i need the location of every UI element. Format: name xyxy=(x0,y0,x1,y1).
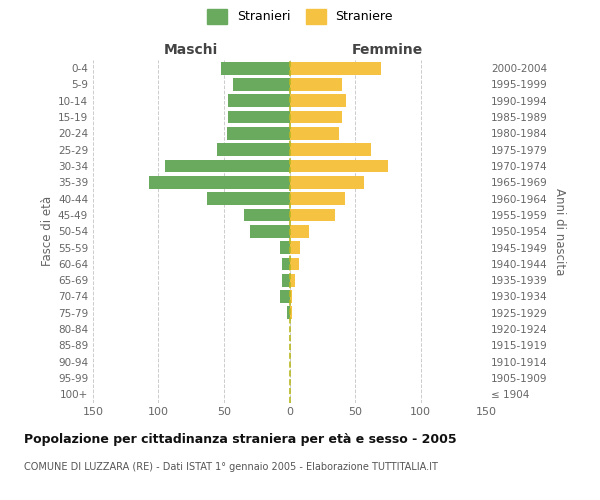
Bar xyxy=(165,160,290,172)
Text: Maschi: Maschi xyxy=(164,44,218,58)
Bar xyxy=(290,258,299,270)
Bar xyxy=(290,78,342,91)
Bar xyxy=(290,192,344,205)
Legend: Stranieri, Straniere: Stranieri, Straniere xyxy=(205,6,395,26)
Bar xyxy=(290,94,346,107)
Bar xyxy=(227,127,290,140)
Bar xyxy=(290,274,295,286)
Bar xyxy=(290,208,335,222)
Text: Popolazione per cittadinanza straniera per età e sesso - 2005: Popolazione per cittadinanza straniera p… xyxy=(24,432,457,446)
Text: COMUNE DI LUZZARA (RE) - Dati ISTAT 1° gennaio 2005 - Elaborazione TUTTITALIA.IT: COMUNE DI LUZZARA (RE) - Dati ISTAT 1° g… xyxy=(24,462,438,472)
Bar xyxy=(280,290,290,303)
Bar xyxy=(290,306,292,319)
Bar xyxy=(233,78,290,91)
Bar xyxy=(207,192,290,205)
Bar xyxy=(228,110,290,124)
Bar xyxy=(217,144,290,156)
Bar xyxy=(290,62,381,74)
Bar xyxy=(287,306,290,319)
Y-axis label: Anni di nascita: Anni di nascita xyxy=(553,188,566,275)
Bar xyxy=(281,274,290,286)
Bar xyxy=(290,290,292,303)
Bar xyxy=(221,62,290,74)
Bar xyxy=(290,241,300,254)
Bar xyxy=(244,208,290,222)
Text: Femmine: Femmine xyxy=(352,44,424,58)
Bar xyxy=(290,110,342,124)
Bar xyxy=(281,258,290,270)
Bar xyxy=(149,176,290,188)
Bar xyxy=(280,241,290,254)
Bar xyxy=(290,144,371,156)
Bar xyxy=(290,160,388,172)
Bar xyxy=(290,225,309,237)
Bar xyxy=(290,176,364,188)
Bar xyxy=(250,225,290,237)
Bar xyxy=(228,94,290,107)
Bar xyxy=(290,127,339,140)
Y-axis label: Fasce di età: Fasce di età xyxy=(41,196,54,266)
